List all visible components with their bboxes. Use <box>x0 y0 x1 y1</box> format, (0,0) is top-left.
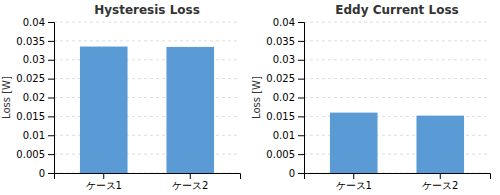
title: Hysteresis Loss <box>94 3 200 17</box>
grid-line <box>304 78 490 79</box>
tick: 0.015 <box>16 111 54 122</box>
tick-mark <box>298 79 304 80</box>
tick: 0 <box>289 168 304 179</box>
tick: 0.03 <box>23 54 54 65</box>
tick-label: ケース1 <box>86 180 122 191</box>
tick: 0.02 <box>23 92 54 103</box>
tick-mark <box>48 22 54 23</box>
tick: ケース1 <box>86 173 122 191</box>
tick: 0 <box>39 168 54 179</box>
bar <box>330 113 378 173</box>
tick-mark <box>48 135 54 136</box>
tick-label: 0.035 <box>16 36 45 47</box>
tick-label: 0.03 <box>23 54 45 65</box>
tick-label: 0.01 <box>23 130 45 141</box>
tick: 0.01 <box>273 130 304 141</box>
axis-line <box>48 23 55 174</box>
bars <box>330 113 464 173</box>
tick-label: 0.035 <box>266 36 295 47</box>
tick-label: ケース2 <box>172 180 208 191</box>
tick: 0.015 <box>266 111 304 122</box>
tick-label: 0.01 <box>273 130 295 141</box>
tick: 0.005 <box>16 149 54 160</box>
tick-label: 0.025 <box>16 73 45 84</box>
axis-line <box>55 174 241 180</box>
tick: 0.02 <box>273 92 304 103</box>
tick-mark <box>48 41 54 42</box>
tick-label: 0.015 <box>16 111 45 122</box>
tick-mark <box>298 154 304 155</box>
tick-mark <box>103 173 104 179</box>
axis-line <box>298 23 305 174</box>
tick-mark <box>48 154 54 155</box>
tick-mark <box>48 173 54 174</box>
tick: 0.035 <box>16 36 54 47</box>
panel: 0 0.005 0.01 0.015 0.02 0.025 0.03 0.035 0.04 ケース… <box>1 3 241 191</box>
grid-line <box>304 22 490 23</box>
tick: 0.025 <box>16 73 54 84</box>
tick: ケース1 <box>336 173 372 191</box>
tick-mark <box>48 79 54 80</box>
tick-mark <box>48 116 54 117</box>
grid <box>304 22 490 173</box>
tick: 0.005 <box>266 149 304 160</box>
title: Eddy Current Loss <box>335 3 458 17</box>
tick-mark <box>298 41 304 42</box>
tick-label: 0.04 <box>273 17 295 28</box>
tick-label: 0.04 <box>23 17 45 28</box>
bars <box>80 47 214 173</box>
grid-line <box>304 40 490 41</box>
y-axis: 0 0.005 0.01 0.015 0.02 0.025 0.03 0.035 0.04 <box>16 17 54 179</box>
axis-line <box>305 174 491 180</box>
grid-line <box>54 40 240 41</box>
tick: 0.035 <box>266 36 304 47</box>
tick-mark <box>298 173 304 174</box>
x-axis: ケース1 ケース2 <box>55 173 241 191</box>
tick-mark <box>298 60 304 61</box>
tick-label: 0.03 <box>273 54 295 65</box>
tick: 0.04 <box>23 17 54 28</box>
tick: 0.01 <box>23 130 54 141</box>
axis-title: Loss [W] <box>251 76 262 119</box>
tick-label: 0.02 <box>23 92 45 103</box>
tick: 0.04 <box>273 17 304 28</box>
tick-label: ケース2 <box>422 180 458 191</box>
tick-mark <box>190 173 191 179</box>
tick-mark <box>440 173 441 179</box>
y-axis: 0 0.005 0.01 0.015 0.02 0.025 0.03 0.035 0.04 <box>266 17 304 179</box>
tick-label: 0 <box>289 168 295 179</box>
tick: ケース2 <box>422 173 458 191</box>
tick-mark <box>298 135 304 136</box>
tick-mark <box>298 116 304 117</box>
grid <box>54 22 240 173</box>
tick-mark <box>353 173 354 179</box>
tick-label: 0 <box>39 168 45 179</box>
tick: ケース2 <box>172 173 208 191</box>
tick-label: 0.02 <box>273 92 295 103</box>
tick-mark <box>48 60 54 61</box>
tick-label: 0.015 <box>266 111 295 122</box>
tick-label: 0.005 <box>16 149 45 160</box>
chart-root: 0 0.005 0.01 0.015 0.02 0.025 0.03 0.035 0.04 ケース… <box>0 0 500 195</box>
bar <box>80 47 128 173</box>
panel: 0 0.005 0.01 0.015 0.02 0.025 0.03 0.035 0.04 ケース… <box>251 3 491 191</box>
tick-mark <box>298 98 304 99</box>
bar <box>166 47 214 173</box>
grid-line <box>304 59 490 60</box>
tick-label: ケース1 <box>336 180 372 191</box>
x-axis: ケース1 ケース2 <box>305 173 491 191</box>
bar <box>416 116 464 173</box>
tick: 0.03 <box>273 54 304 65</box>
tick-label: 0.005 <box>266 149 295 160</box>
tick-label: 0.025 <box>266 73 295 84</box>
axis-title: Loss [W] <box>1 76 12 119</box>
tick: 0.025 <box>266 73 304 84</box>
tick-mark <box>298 22 304 23</box>
tick-mark <box>48 98 54 99</box>
grid-line <box>304 97 490 98</box>
grid-line <box>54 22 240 23</box>
